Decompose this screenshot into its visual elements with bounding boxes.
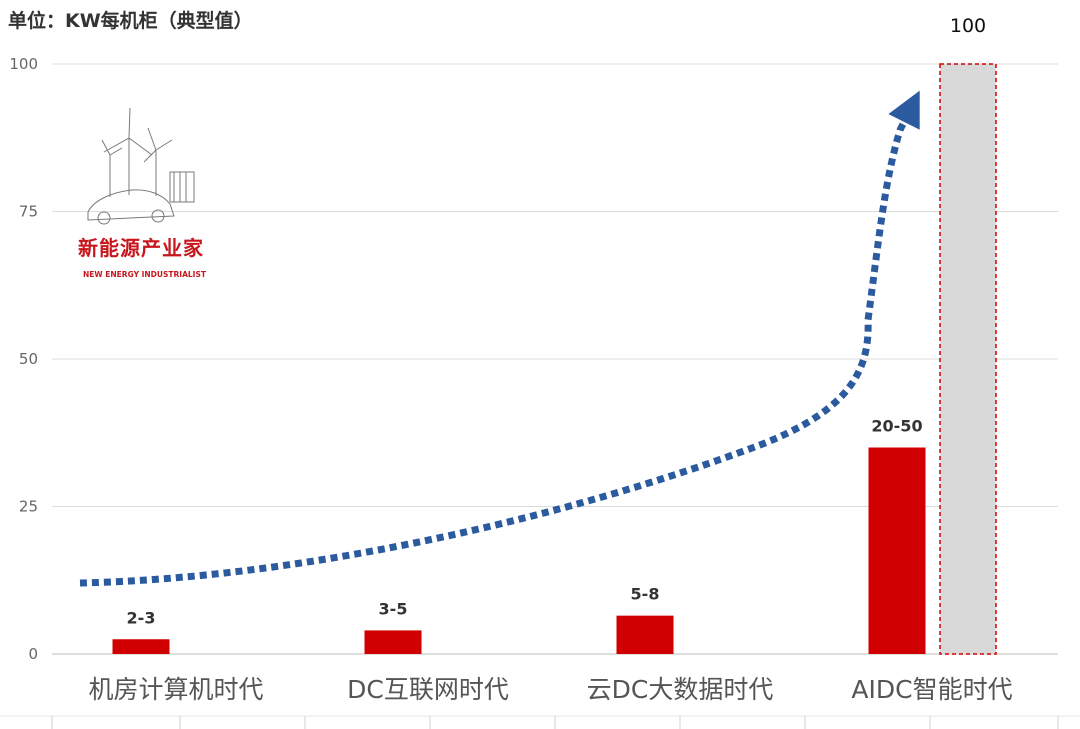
bar: [364, 630, 422, 654]
y-tick-label: 25: [19, 498, 38, 516]
y-tick-label: 0: [28, 645, 38, 663]
logo-subtitle: NEW ENERGY INDUSTRIALIST: [83, 270, 206, 279]
x-axis-labels: 机房计算机时代 DC互联网时代 云DC大数据时代 AIDC智能时代: [88, 675, 1012, 704]
unit-label: 单位：KW每机柜（典型值）: [8, 10, 253, 32]
bar: [616, 615, 674, 654]
data-labels: 2-3 3-5 5-8 20-50 100: [127, 15, 987, 627]
wind-turbine-car-icon: [87, 107, 195, 225]
y-tick-label: 100: [9, 55, 38, 73]
bar: [112, 639, 170, 654]
bar-data-label: 5-8: [631, 585, 660, 604]
bar: [868, 447, 926, 654]
x-category-label: AIDC智能时代: [851, 675, 1012, 704]
projection-bar: [939, 63, 997, 655]
y-tick-label: 75: [19, 203, 38, 221]
projection-data-label: 100: [950, 15, 986, 37]
bar-data-label: 2-3: [127, 608, 156, 627]
x-category-label: DC互联网时代: [347, 675, 509, 704]
logo-name: 新能源产业家: [78, 236, 204, 260]
bar-data-label: 20-50: [871, 417, 922, 436]
x-category-label: 机房计算机时代: [88, 675, 263, 704]
x-category-label: 云DC大数据时代: [587, 675, 774, 704]
y-axis-ticks: 0 25 50 75 100: [9, 55, 38, 663]
bars: [112, 63, 997, 655]
y-tick-label: 50: [19, 350, 38, 368]
brand-logo: 新能源产业家 NEW ENERGY INDUSTRIALIST: [74, 100, 209, 285]
bar-data-label: 3-5: [379, 599, 408, 618]
